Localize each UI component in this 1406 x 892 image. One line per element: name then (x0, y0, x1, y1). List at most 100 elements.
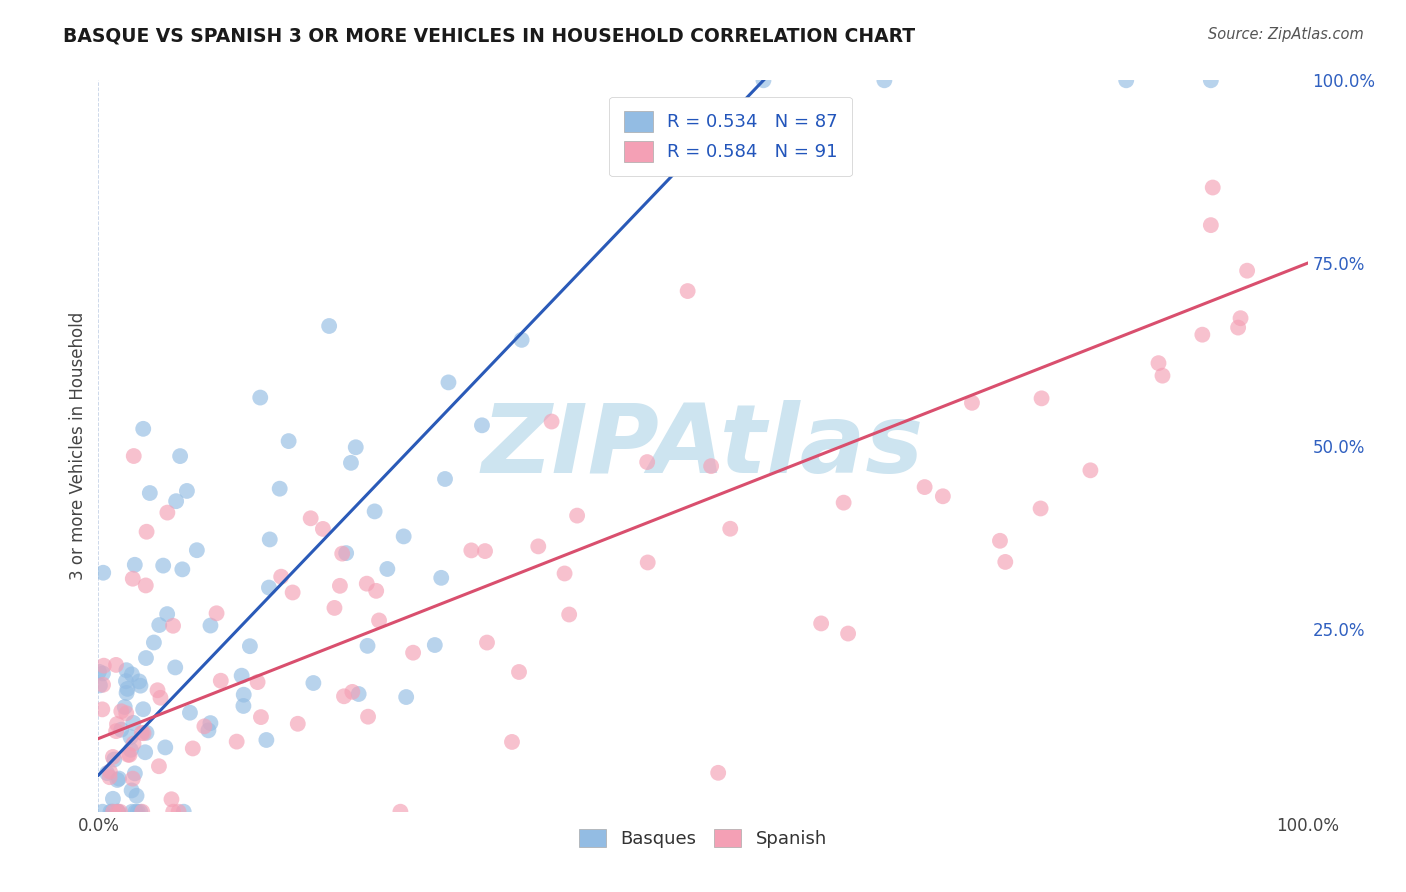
Point (392, 529, 415, 543)
Point (810, 616, 832, 631)
Point (914, 480, 936, 494)
Point (1147, 356, 1170, 370)
Point (510, 333, 533, 347)
Point (197, 723, 219, 738)
Point (1199, 218, 1222, 232)
Point (232, 698, 254, 713)
Point (91, 566, 114, 580)
Point (752, 73, 775, 87)
Point (357, 709, 380, 723)
Point (172, 562, 194, 576)
Point (402, 646, 425, 660)
Point (205, 607, 228, 621)
Point (1115, 73, 1137, 87)
Point (162, 805, 184, 819)
Point (932, 489, 955, 503)
Point (302, 676, 325, 690)
Point (636, 455, 658, 469)
Point (93, 658, 115, 673)
Point (269, 482, 291, 496)
Point (329, 579, 352, 593)
Point (1191, 327, 1213, 342)
Point (200, 618, 222, 632)
Point (335, 546, 357, 560)
Point (257, 581, 280, 595)
Point (169, 449, 191, 463)
Point (167, 805, 190, 819)
Point (131, 726, 153, 740)
Point (368, 614, 391, 628)
Point (1080, 463, 1102, 477)
Point (173, 805, 195, 819)
Point (160, 792, 183, 806)
Point (423, 638, 446, 652)
Point (120, 730, 142, 744)
Point (318, 318, 340, 333)
Point (115, 674, 138, 689)
Point (1229, 311, 1251, 326)
Point (135, 578, 157, 592)
Point (156, 506, 179, 520)
Point (165, 660, 187, 674)
Point (101, 805, 124, 819)
Point (312, 522, 335, 536)
Point (103, 752, 125, 766)
Point (148, 759, 170, 773)
Point (270, 570, 292, 584)
Point (91, 702, 114, 716)
Point (121, 805, 143, 819)
Point (558, 607, 581, 622)
Point (128, 674, 150, 689)
Point (246, 675, 269, 690)
Point (1152, 368, 1174, 383)
Point (124, 805, 146, 819)
Point (114, 700, 136, 714)
Point (91, 678, 114, 692)
Point (540, 415, 562, 429)
Point (1202, 180, 1225, 194)
Point (124, 558, 146, 572)
Point (108, 805, 131, 819)
Point (434, 472, 457, 486)
Point (105, 717, 128, 731)
Point (508, 665, 530, 679)
Point (363, 504, 385, 518)
Point (100, 805, 122, 819)
Point (122, 737, 145, 751)
Point (156, 607, 179, 621)
Point (115, 686, 138, 700)
Point (342, 685, 364, 699)
Point (1029, 501, 1052, 516)
Point (148, 618, 170, 632)
Point (98, 770, 121, 784)
Point (115, 663, 138, 677)
Point (475, 635, 498, 649)
Point (101, 750, 124, 764)
Point (501, 735, 523, 749)
Point (179, 706, 201, 720)
Point (129, 679, 152, 693)
Point (375, 562, 398, 576)
Point (700, 459, 723, 474)
Point (118, 747, 141, 762)
Point (366, 583, 388, 598)
Point (832, 496, 855, 510)
Point (135, 725, 157, 739)
Point (117, 747, 139, 762)
Point (430, 571, 453, 585)
Point (259, 533, 281, 547)
Point (565, 508, 588, 523)
Point (356, 639, 378, 653)
Point (121, 572, 143, 586)
Point (474, 544, 496, 558)
Point (249, 391, 271, 405)
Point (437, 376, 460, 390)
Text: BASQUE VS SPANISH 3 OR MORE VEHICLES IN HOUSEHOLD CORRELATION CHART: BASQUE VS SPANISH 3 OR MORE VEHICLES IN … (63, 27, 915, 45)
Point (96, 766, 118, 780)
Point (181, 741, 204, 756)
Point (333, 690, 356, 704)
Point (554, 566, 576, 581)
Point (395, 690, 418, 704)
Point (125, 789, 148, 803)
Point (131, 805, 153, 819)
